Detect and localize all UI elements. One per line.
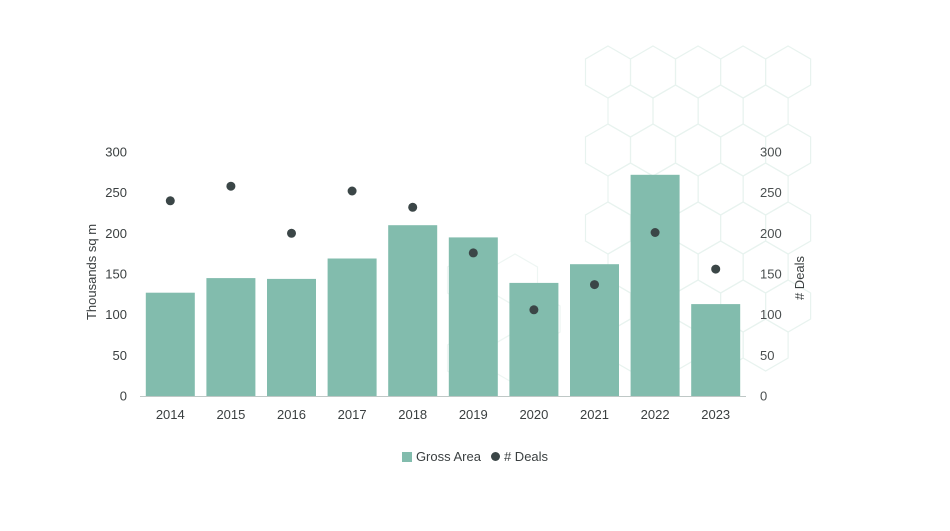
dot-2015[interactable] (226, 181, 236, 191)
legend: Gross Area # Deals (0, 449, 950, 464)
x-tick-2019: 2019 (459, 407, 488, 422)
y-axis-right-title: # Deals (792, 255, 807, 300)
hexagon-shape (719, 201, 767, 255)
x-tick-2022: 2022 (641, 407, 670, 422)
y-tick-right-100: 100 (760, 307, 782, 322)
y-axis-left-title: Thousands sq m (84, 224, 99, 320)
x-tick-2015: 2015 (216, 407, 245, 422)
dot-2014[interactable] (165, 196, 175, 206)
dots-group (165, 181, 721, 315)
hexagon-shape (697, 240, 744, 294)
y-tick-left-300: 300 (105, 145, 127, 160)
x-tick-2014: 2014 (156, 407, 185, 422)
y-tick-right-50: 50 (760, 348, 774, 363)
y-tick-right-200: 200 (760, 226, 782, 241)
hexagon-shape (629, 45, 677, 99)
legend-label-gross-area: Gross Area (415, 449, 481, 464)
dot-2022[interactable] (650, 228, 660, 237)
x-tick-2021: 2021 (580, 407, 609, 422)
y-tick-left-0: 0 (120, 389, 127, 404)
bars-group (145, 174, 741, 397)
dot-2021[interactable] (590, 280, 599, 290)
bar-2018[interactable] (388, 225, 438, 396)
hexagon-shape (629, 123, 677, 177)
dot-2016[interactable] (287, 228, 296, 238)
y-tick-left-250: 250 (105, 185, 127, 200)
y-tick-left-100: 100 (105, 307, 127, 322)
hexagon-shape (652, 84, 699, 138)
hexagon-shape (584, 123, 632, 177)
x-tick-2018: 2018 (398, 407, 427, 422)
y-tick-left-200: 200 (105, 226, 127, 241)
x-tick-2023: 2023 (701, 407, 730, 422)
hexagon-shape (584, 45, 632, 99)
bar-2019[interactable] (448, 237, 498, 396)
dot-2019[interactable] (468, 248, 478, 258)
hexagon-watermark (446, 45, 812, 385)
y-tick-right-300: 300 (760, 145, 782, 160)
x-tick-2016: 2016 (277, 407, 306, 422)
hexagon-shape (607, 84, 654, 138)
legend-item-gross-area[interactable]: Gross Area (401, 449, 481, 464)
x-axis-ticks: 2014 2015 2016 2017 2018 2019 2020 2021 2022 2023 (156, 407, 730, 422)
y-tick-left-150: 150 (105, 267, 127, 282)
legend-item-deals[interactable]: # Deals (490, 449, 549, 464)
hexagon-shape (697, 162, 744, 216)
hexagon-shape (674, 201, 722, 255)
y-tick-right-0: 0 (760, 389, 767, 404)
hexagon-shape (697, 84, 744, 138)
hexagon-shape (719, 123, 767, 177)
hexagon-shape (742, 84, 789, 138)
y-axis-right-ticks: 0 50 100 150 200 250 300 (760, 145, 782, 404)
bar-2022[interactable] (630, 174, 680, 396)
dot-2023[interactable] (711, 264, 721, 274)
hexagon-shape (742, 318, 789, 372)
bar-2023[interactable] (691, 304, 741, 396)
hexagon-shape (584, 201, 632, 255)
bar-2015[interactable] (206, 278, 256, 396)
y-axis-left-ticks: 0 50 100 150 200 250 300 (105, 145, 127, 404)
bar-2016[interactable] (267, 278, 316, 396)
dot-2017[interactable] (347, 186, 357, 196)
hexagon-shape (674, 123, 722, 177)
hexagon-shape (719, 45, 767, 99)
legend-label-deals: # Deals (503, 449, 549, 464)
hexagon-shape (764, 45, 812, 99)
bar-2017[interactable] (327, 258, 377, 397)
y-tick-left-50: 50 (113, 348, 127, 363)
dot-2018[interactable] (408, 202, 418, 212)
y-tick-right-250: 250 (760, 185, 782, 200)
dot-2020[interactable] (529, 305, 539, 315)
y-tick-right-150: 150 (760, 267, 782, 282)
bar-2014[interactable] (145, 292, 195, 396)
legend-swatch-gross-area (401, 451, 412, 462)
x-tick-2017: 2017 (338, 407, 367, 422)
bar-2020[interactable] (509, 282, 559, 396)
legend-swatch-deals (490, 452, 500, 461)
x-tick-2020: 2020 (519, 407, 548, 422)
hexagon-shape (674, 45, 722, 99)
